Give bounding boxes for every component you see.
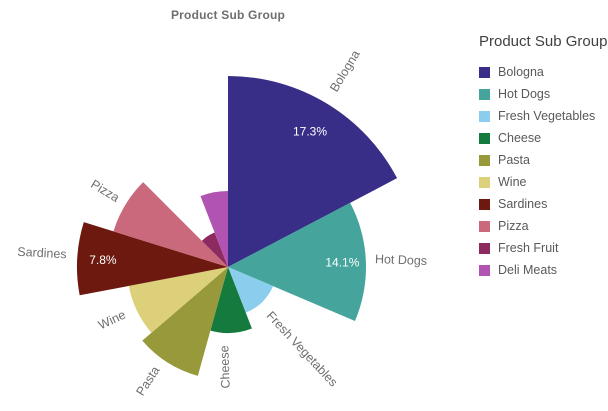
pie-slice-fresh-fruit[interactable] (201, 232, 228, 267)
pie-slice-wine[interactable] (128, 267, 228, 333)
legend-swatch-icon (479, 66, 490, 78)
legend-swatch-icon (479, 198, 490, 210)
legend-swatch-icon (479, 242, 490, 254)
legend-item-label: Fresh Fruit (498, 241, 559, 255)
category-label-pizza: Pizza (88, 177, 121, 205)
legend-swatch-icon (479, 220, 490, 232)
legend: Product Sub Group Bologna Hot Dogs Fresh V… (479, 33, 608, 281)
legend-item-pizza[interactable]: Pizza (479, 215, 608, 237)
value-label-hot-dogs: 14.1% (325, 255, 359, 269)
legend-swatch-icon (479, 176, 490, 188)
legend-item-hot-dogs[interactable]: Hot Dogs (479, 83, 608, 105)
value-label-bologna: 17.3% (293, 124, 327, 138)
legend-item-label: Bologna (498, 65, 544, 79)
chart-title: Product Sub Group (170, 8, 286, 22)
category-label-cheese: Cheese (217, 345, 232, 389)
pie-slice-deli-meats[interactable] (200, 191, 228, 267)
legend-swatch-icon (479, 154, 490, 166)
legend-item-label: Fresh Vegetables (498, 109, 596, 123)
category-label-wine: Wine (96, 308, 128, 333)
legend-item-label: Wine (498, 175, 527, 189)
pie-slice-sardines[interactable] (76, 222, 228, 296)
pie-slice-hot-dogs[interactable] (228, 202, 366, 322)
pie-slice-bologna[interactable] (228, 76, 398, 267)
legend-item-label: Hot Dogs (498, 87, 551, 101)
legend-item-label: Pizza (498, 219, 529, 233)
legend-item-fresh-fruit[interactable]: Fresh Fruit (479, 237, 608, 259)
legend-item-wine[interactable]: Wine (479, 171, 608, 193)
pie-slice-pasta[interactable] (142, 267, 228, 376)
category-label-pasta: Pasta (133, 364, 162, 398)
legend-items: Bologna Hot Dogs Fresh Vegetables Cheese Pas… (479, 61, 608, 281)
legend-swatch-icon (479, 88, 490, 100)
legend-item-label: Sardines (498, 197, 548, 211)
legend-item-label: Deli Meats (498, 263, 558, 277)
pie-slice-pizza[interactable] (113, 182, 228, 267)
pie-slice-fresh-vegetables[interactable] (228, 267, 274, 313)
legend-item-label: Pasta (498, 153, 530, 167)
value-label-sardines: 7.8% (89, 253, 117, 267)
legend-item-fresh-vegetables[interactable]: Fresh Vegetables (479, 105, 608, 127)
legend-item-pasta[interactable]: Pasta (479, 149, 608, 171)
category-label-bologna: Bologna (327, 48, 363, 95)
legend-swatch-icon (479, 264, 490, 276)
category-label-hot-dogs: Hot Dogs (375, 252, 428, 268)
legend-swatch-icon (479, 132, 490, 144)
legend-item-sardines[interactable]: Sardines (479, 193, 608, 215)
pie-slice-cheese[interactable] (210, 267, 252, 334)
legend-item-label: Cheese (498, 131, 542, 145)
legend-item-bologna[interactable]: Bologna (479, 61, 608, 83)
legend-swatch-icon (479, 110, 490, 122)
category-label-fresh-vegetables: Fresh Vegetables (264, 309, 341, 390)
category-label-sardines: Sardines (17, 245, 67, 262)
legend-title: Product Sub Group (479, 33, 608, 50)
legend-item-cheese[interactable]: Cheese (479, 127, 608, 149)
legend-item-deli-meats[interactable]: Deli Meats (479, 259, 608, 281)
